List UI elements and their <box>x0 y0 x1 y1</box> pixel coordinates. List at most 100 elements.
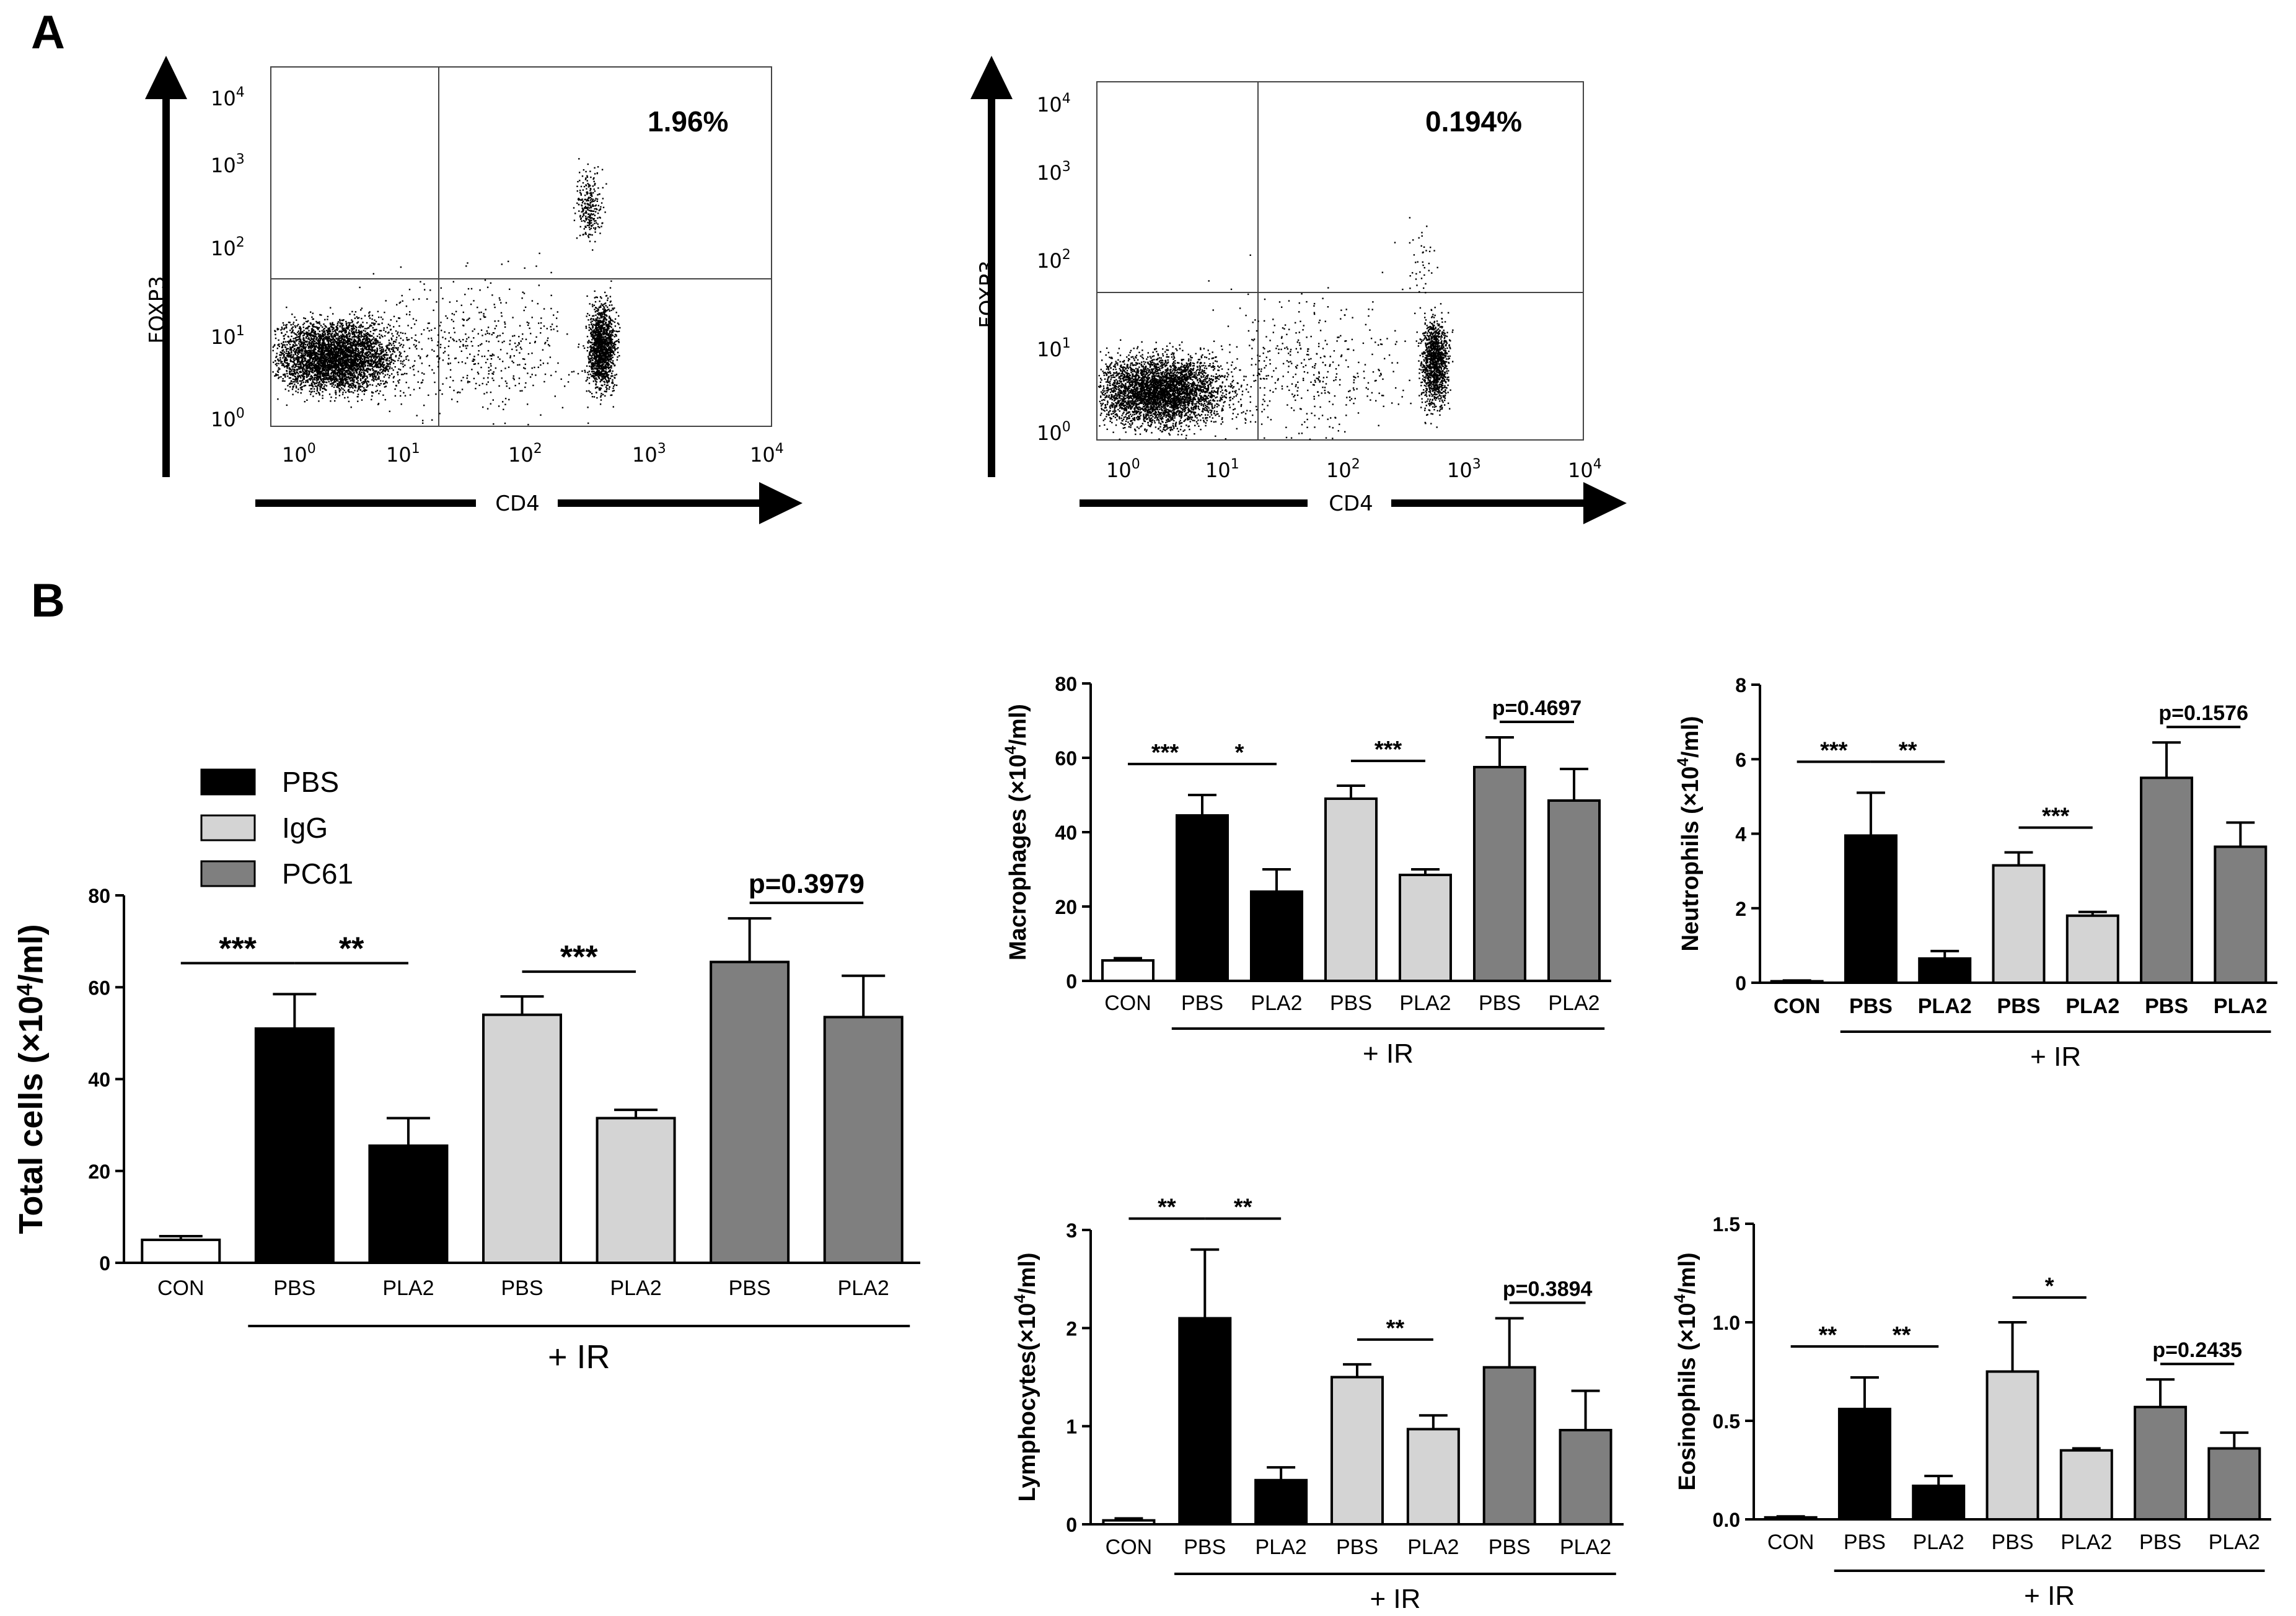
cell-dot <box>328 359 330 362</box>
cell-dot <box>363 369 366 372</box>
cell-dot <box>363 382 366 384</box>
cell-dot <box>600 375 602 377</box>
cell-dot <box>332 362 334 364</box>
cell-dot <box>374 351 376 353</box>
cell-dot <box>402 361 404 362</box>
cell-dot <box>299 380 301 382</box>
cell-dot <box>295 339 297 341</box>
cell-dot <box>285 327 288 328</box>
cell-dot <box>336 373 338 375</box>
cell-dot <box>356 327 358 328</box>
cell-dot <box>298 375 300 377</box>
cell-dot <box>297 377 299 379</box>
cell-dot <box>317 354 319 356</box>
cell-dot <box>317 335 320 337</box>
cell-dot <box>595 314 597 316</box>
cell-dot <box>291 346 293 348</box>
cell-dot <box>307 373 309 375</box>
cell-dot <box>355 345 357 346</box>
cell-dot <box>348 358 350 361</box>
cell-dot <box>338 370 340 372</box>
cell-dot <box>398 355 400 357</box>
cell-dot <box>316 368 318 370</box>
cell-dot <box>399 353 401 356</box>
cell-dot <box>349 356 351 358</box>
cell-dot <box>604 390 605 392</box>
cell-dot <box>611 354 614 356</box>
cell-dot <box>305 373 307 375</box>
cell-dot <box>292 345 294 347</box>
cell-dot <box>320 325 322 327</box>
cell-dot <box>373 371 375 374</box>
cell-dot <box>294 353 296 356</box>
cell-dot <box>379 350 381 352</box>
cell-dot <box>328 351 330 353</box>
cell-dot <box>324 356 327 358</box>
cell-dot <box>364 353 366 354</box>
cell-dot <box>304 355 306 357</box>
cell-dot <box>289 386 291 388</box>
cell-dot <box>607 371 610 373</box>
cell-dot <box>272 346 274 348</box>
cell-dot <box>358 345 359 347</box>
cell-dot <box>369 325 371 327</box>
cell-dot <box>363 387 365 389</box>
cell-dot <box>350 375 351 377</box>
cell-dot <box>304 375 306 378</box>
cell-dot <box>298 348 300 350</box>
cell-dot <box>356 343 358 345</box>
cell-dot <box>331 354 333 356</box>
cell-dot <box>348 326 350 328</box>
cell-dot <box>340 359 343 361</box>
cell-dot <box>372 369 374 371</box>
cell-dot <box>331 339 333 341</box>
cell-dot <box>324 360 327 362</box>
cell-dot <box>358 387 359 389</box>
cell-dot <box>364 378 366 380</box>
cell-dot <box>354 325 356 328</box>
cell-dot <box>309 351 310 353</box>
cell-dot <box>402 339 404 341</box>
cell-dot <box>309 347 311 349</box>
cell-dot <box>285 357 288 359</box>
cell-dot <box>363 337 365 339</box>
cell-dot <box>317 347 319 349</box>
cell-dot <box>333 335 335 337</box>
cell-dot <box>315 377 318 379</box>
cell-dot <box>332 369 333 371</box>
cell-dot <box>336 374 339 376</box>
cell-dot <box>351 382 353 384</box>
cell-dot <box>337 359 339 361</box>
cell-dot <box>314 357 316 359</box>
cell-dot <box>368 356 371 358</box>
cell-dot <box>387 346 389 348</box>
cell-dot <box>338 369 340 371</box>
cell-dot <box>322 346 324 348</box>
cell-dot <box>326 369 328 372</box>
cell-dot <box>272 349 274 351</box>
cell-dot <box>383 354 385 356</box>
cell-dot <box>594 297 596 299</box>
cell-dot <box>360 309 362 311</box>
cell-dot <box>343 372 346 374</box>
cell-dot <box>325 367 327 370</box>
cell-dot <box>608 378 610 380</box>
plot-frame <box>270 66 772 427</box>
cell-dot <box>612 356 614 358</box>
cell-dot <box>307 349 309 352</box>
cell-dot <box>372 375 374 378</box>
cell-dot <box>609 354 611 356</box>
cell-dot <box>314 356 316 358</box>
cell-dot <box>351 319 353 321</box>
cell-dot <box>351 331 353 333</box>
cell-dot <box>311 342 313 344</box>
cell-dot <box>354 390 356 392</box>
cell-dot <box>593 373 596 375</box>
cell-dot <box>376 361 379 363</box>
cell-dot <box>315 338 317 340</box>
cell-dot <box>351 342 353 344</box>
cell-dot <box>292 326 294 328</box>
cell-dot <box>384 370 385 372</box>
cell-dot <box>385 359 387 362</box>
cell-dot <box>297 333 300 335</box>
